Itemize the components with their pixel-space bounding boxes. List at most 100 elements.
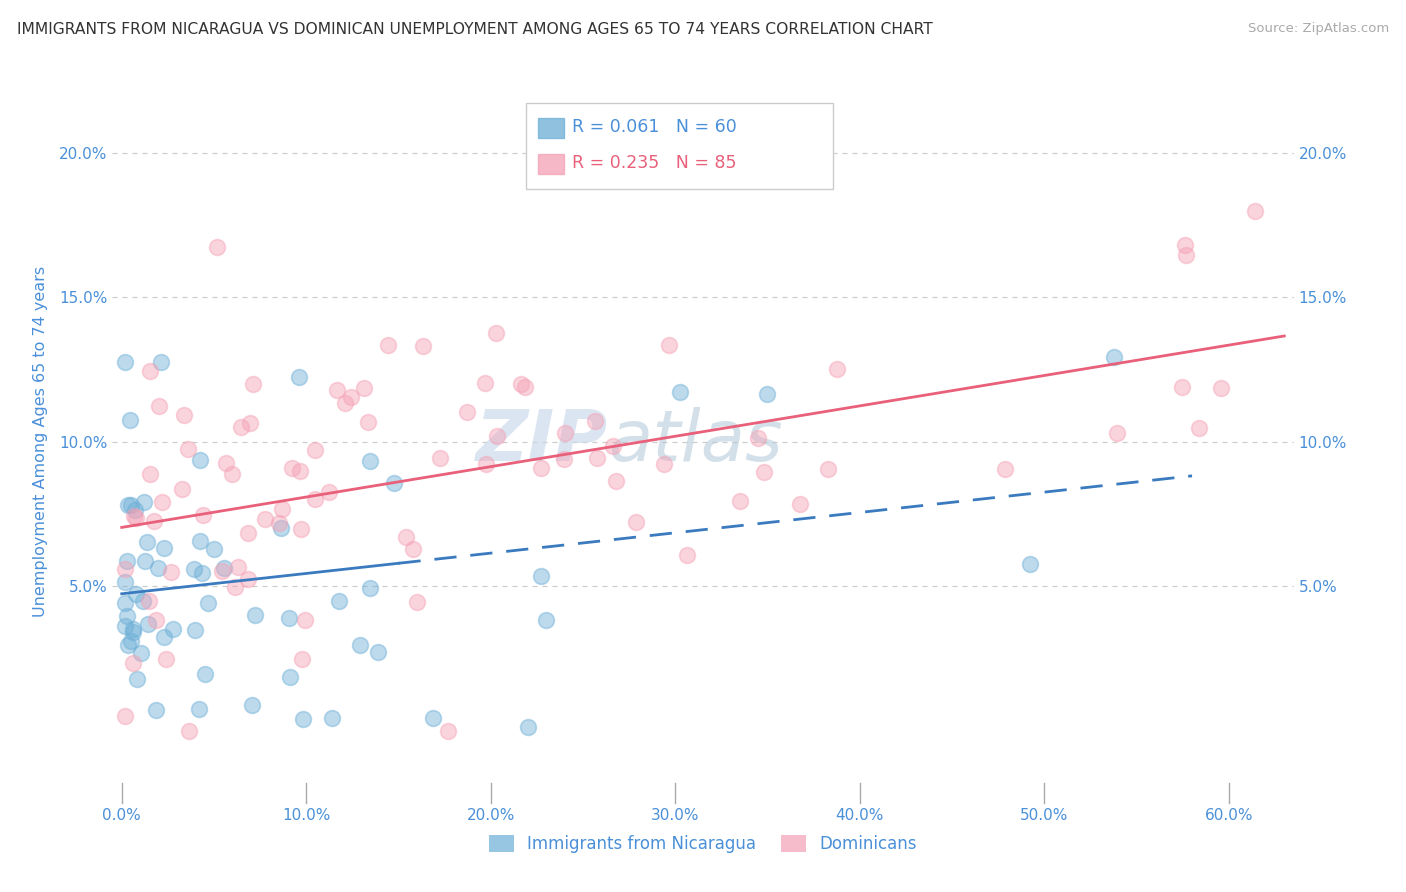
Point	[304, 443, 326, 458]
Point	[125, 511, 148, 525]
Point	[294, 613, 316, 627]
Text: R = 0.061   N = 60: R = 0.061 N = 60	[572, 119, 737, 136]
Point	[184, 623, 207, 637]
Point	[120, 498, 142, 512]
Point	[270, 501, 292, 516]
Point	[429, 450, 451, 465]
Point	[148, 399, 170, 413]
Point	[117, 639, 139, 653]
Point	[145, 613, 167, 627]
Point	[136, 616, 159, 631]
Point	[321, 711, 343, 725]
Point	[214, 456, 236, 470]
Point	[122, 656, 145, 670]
Point	[114, 596, 136, 610]
Point	[179, 723, 201, 738]
Point	[755, 386, 778, 401]
Point	[602, 439, 624, 453]
Point	[120, 413, 142, 427]
Point	[177, 442, 200, 456]
Point	[328, 594, 350, 608]
Bar	[537, 154, 564, 174]
Point	[253, 512, 276, 526]
Point	[382, 475, 405, 490]
Point	[226, 560, 249, 574]
Point	[150, 495, 173, 509]
Point	[1188, 421, 1211, 435]
Point	[245, 608, 267, 623]
Point	[1102, 351, 1125, 365]
Point	[626, 515, 648, 529]
Point	[270, 521, 292, 535]
Point	[212, 561, 235, 575]
Point	[291, 712, 314, 726]
Point	[377, 338, 399, 352]
Point	[240, 698, 263, 712]
Text: R = 0.235   N = 85: R = 0.235 N = 85	[572, 154, 737, 172]
Point	[188, 533, 211, 548]
Point	[353, 381, 375, 395]
Point	[129, 646, 152, 660]
Point	[789, 497, 811, 511]
Point	[516, 719, 538, 733]
Point	[437, 723, 460, 738]
Text: atlas: atlas	[609, 407, 783, 476]
Point	[817, 461, 839, 475]
Point	[197, 596, 219, 610]
Point	[159, 566, 181, 580]
Point	[335, 396, 357, 410]
Point	[125, 673, 148, 687]
Point	[122, 624, 145, 639]
Point	[406, 594, 429, 608]
Point	[236, 526, 259, 541]
Point	[290, 464, 312, 478]
Point	[281, 461, 304, 475]
Point	[553, 451, 575, 466]
Point	[1171, 379, 1194, 393]
Point	[288, 369, 311, 384]
Point	[187, 702, 209, 716]
Point	[114, 574, 136, 589]
Point	[825, 362, 848, 376]
Point	[1105, 426, 1128, 441]
Point	[554, 425, 576, 440]
Text: ZIP: ZIP	[477, 407, 609, 476]
Point	[657, 338, 679, 352]
Point	[485, 429, 508, 443]
FancyBboxPatch shape	[526, 103, 832, 189]
Point	[124, 503, 146, 517]
Point	[188, 453, 211, 467]
Point	[224, 580, 246, 594]
Point	[349, 638, 371, 652]
Point	[515, 380, 537, 394]
Point	[114, 619, 136, 633]
Point	[121, 622, 143, 636]
Point	[153, 630, 176, 644]
Bar	[537, 118, 564, 138]
Point	[1209, 381, 1232, 395]
Point	[474, 376, 496, 390]
Point	[456, 405, 478, 419]
Point	[534, 613, 557, 627]
Point	[155, 652, 177, 666]
Point	[239, 416, 262, 430]
Text: Source: ZipAtlas.com: Source: ZipAtlas.com	[1249, 22, 1389, 36]
Point	[485, 326, 508, 341]
Point	[150, 354, 173, 368]
Point	[530, 569, 553, 583]
Point	[754, 465, 776, 479]
Point	[357, 415, 380, 429]
Point	[136, 534, 159, 549]
Point	[138, 467, 160, 481]
Point	[747, 431, 769, 445]
Point	[132, 594, 155, 608]
Point	[191, 508, 214, 522]
Point	[202, 541, 225, 556]
Point	[162, 622, 184, 636]
Point	[194, 666, 217, 681]
Point	[422, 711, 444, 725]
Point	[114, 562, 136, 576]
Point	[291, 652, 314, 666]
Point	[676, 548, 699, 562]
Point	[730, 494, 752, 508]
